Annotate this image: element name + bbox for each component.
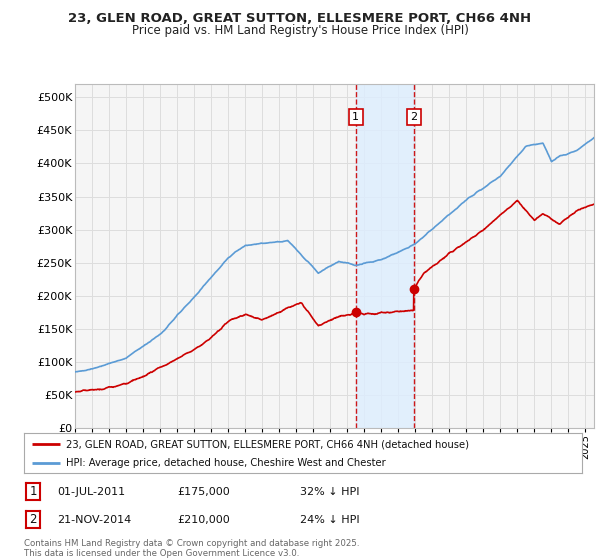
Text: 23, GLEN ROAD, GREAT SUTTON, ELLESMERE PORT, CH66 4NH (detached house): 23, GLEN ROAD, GREAT SUTTON, ELLESMERE P… <box>66 439 469 449</box>
Text: £210,000: £210,000 <box>177 515 230 525</box>
Text: 23, GLEN ROAD, GREAT SUTTON, ELLESMERE PORT, CH66 4NH: 23, GLEN ROAD, GREAT SUTTON, ELLESMERE P… <box>68 12 532 25</box>
Text: Contains HM Land Registry data © Crown copyright and database right 2025.
This d: Contains HM Land Registry data © Crown c… <box>24 539 359 558</box>
Text: £175,000: £175,000 <box>177 487 230 497</box>
Text: 1: 1 <box>352 112 359 122</box>
Text: Price paid vs. HM Land Registry's House Price Index (HPI): Price paid vs. HM Land Registry's House … <box>131 24 469 36</box>
Text: 2: 2 <box>410 112 417 122</box>
Text: HPI: Average price, detached house, Cheshire West and Chester: HPI: Average price, detached house, Ches… <box>66 458 386 468</box>
Text: 24% ↓ HPI: 24% ↓ HPI <box>300 515 359 525</box>
Text: 32% ↓ HPI: 32% ↓ HPI <box>300 487 359 497</box>
Bar <box>356 84 413 428</box>
Text: 1: 1 <box>29 485 37 498</box>
Text: 2: 2 <box>29 513 37 526</box>
Text: 21-NOV-2014: 21-NOV-2014 <box>57 515 131 525</box>
Text: 01-JUL-2011: 01-JUL-2011 <box>57 487 125 497</box>
